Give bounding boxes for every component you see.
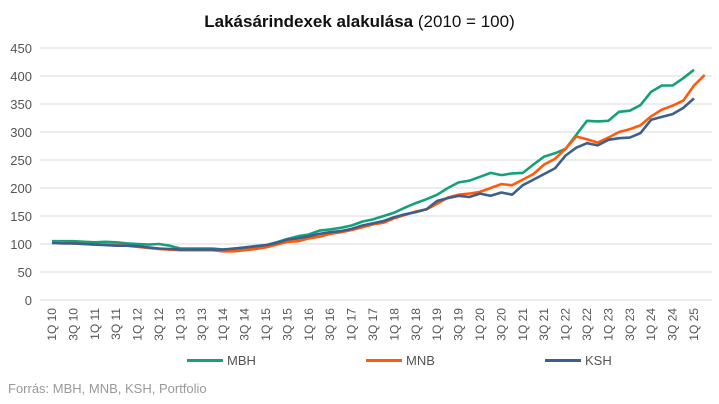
chart-title: Lakásárindexek alakulása (2010 = 100) [204,12,515,31]
legend-label: MBH [227,353,256,368]
x-tick-label: 3Q 10 [66,308,80,341]
x-tick-label: 1Q 23 [601,308,615,341]
x-tick-label: 1Q 13 [173,308,187,341]
x-tick-label: 1Q 19 [430,308,444,341]
x-tick-label: 3Q 22 [580,308,594,341]
x-tick-label: 3Q 18 [409,308,423,341]
x-tick-label: 3Q 15 [280,308,294,341]
x-tick-label: 1Q 10 [45,308,59,341]
legend-item-ksh: KSH [545,353,612,368]
x-tick-label: 1Q 12 [131,308,145,341]
x-tick-label: 1Q 15 [259,308,273,341]
y-tick-label: 150 [10,209,32,224]
x-tick-label: 3Q 12 [152,308,166,341]
x-tick-label: 1Q 16 [302,308,316,341]
y-tick-label: 200 [10,181,32,196]
y-tick-label: 300 [10,125,32,140]
x-tick-label: 3Q 13 [195,308,209,341]
y-tick-label: 400 [10,69,32,84]
x-tick-label: 3Q 23 [623,308,637,341]
x-tick-label: 3Q 24 [666,308,680,341]
x-tick-label: 3Q 21 [537,308,551,341]
x-tick-label: 1Q 22 [559,308,573,341]
x-tick-label: 1Q 14 [216,308,230,341]
y-tick-label: 450 [10,41,32,56]
y-tick-label: 0 [25,293,32,308]
legend-swatch [366,359,402,362]
legend-item-mnb: MNB [366,353,435,368]
legend-item-mbh: MBH [187,353,256,368]
x-tick-label: 1Q 24 [644,308,658,341]
x-tick-label: 3Q 17 [366,308,380,341]
series-line-mbh [52,68,695,251]
x-tick-label: 3Q 11 [109,308,123,340]
x-tick-label: 1Q 20 [473,308,487,341]
x-tick-label: 3Q 20 [494,308,508,341]
x-tick-label: 1Q 21 [516,308,530,341]
y-tick-label: 350 [10,97,32,112]
legend-label: MNB [406,353,435,368]
source-note: Forrás: MBH, MNB, KSH, Portfolio [8,381,207,396]
x-tick-label: 1Q 17 [345,308,359,341]
x-tick-label: 3Q 14 [238,308,252,341]
x-tick-label: 3Q 19 [452,308,466,341]
y-tick-label: 100 [10,237,32,252]
x-tick-label: 1Q 11 [88,308,102,340]
legend-label: KSH [585,353,612,368]
y-tick-label: 50 [18,265,32,280]
series-line-ksh [51,97,695,251]
x-tick-label: 1Q 18 [387,308,401,341]
x-tick-label: 3Q 16 [323,308,337,341]
legend-swatch [545,359,581,362]
legend-swatch [187,359,223,362]
y-tick-label: 250 [10,153,32,168]
x-tick-label: 1Q 25 [687,308,701,341]
series-line-mnb [51,73,706,253]
